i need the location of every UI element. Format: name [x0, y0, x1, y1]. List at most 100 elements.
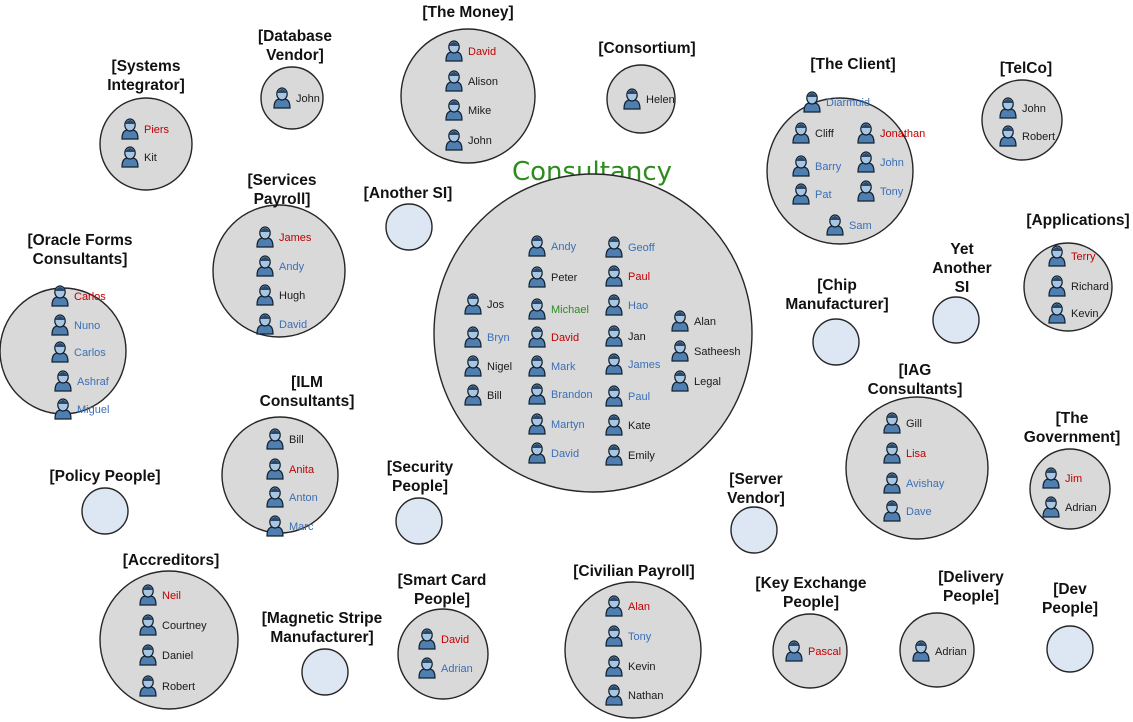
- person: Geoff: [605, 236, 656, 258]
- person-icon: [464, 355, 482, 377]
- person-name: Daniel: [162, 650, 193, 662]
- person-icon: [605, 265, 623, 287]
- group: [Magnetic Stripe Manufacturer]: [262, 610, 383, 696]
- group-label-line: Payroll]: [254, 191, 311, 208]
- person: Mike: [445, 99, 491, 121]
- person-icon: [51, 285, 69, 307]
- person: Peter: [528, 266, 578, 288]
- group-label-line: [Accreditors]: [123, 552, 219, 569]
- person-name: Marc: [289, 521, 314, 533]
- person-icon: [1048, 245, 1066, 267]
- person-name: Tony: [880, 186, 904, 198]
- person-name: Michael: [551, 304, 589, 316]
- group-circle: [99, 570, 239, 710]
- person-icon: [464, 293, 482, 315]
- group-label: [Another SI]: [364, 185, 453, 202]
- group-label: [TelCo]: [1000, 60, 1052, 77]
- group-label-line: [Delivery: [938, 569, 1004, 586]
- person: Pascal: [785, 640, 841, 662]
- group-circle: [260, 66, 324, 130]
- group-label: [Oracle Forms Consultants]: [27, 232, 132, 268]
- group-circle: [99, 97, 193, 191]
- person: Legal: [671, 370, 721, 392]
- person-icon: [623, 88, 641, 110]
- group-label-line: [Civilian Payroll]: [573, 563, 694, 580]
- person-icon: [256, 284, 274, 306]
- person-icon: [528, 413, 546, 435]
- person-name: Mark: [551, 361, 576, 373]
- person-name: Courtney: [162, 620, 207, 632]
- group-circle: [1029, 448, 1111, 530]
- person-name: Bill: [487, 390, 502, 402]
- person-name: Helen: [646, 94, 675, 106]
- person-name: Peter: [551, 272, 578, 284]
- person-icon: [883, 442, 901, 464]
- person: Anton: [266, 486, 318, 508]
- group-label-line: People]: [414, 591, 470, 608]
- person-name: Terry: [1071, 251, 1096, 263]
- person: Jim: [1042, 467, 1082, 489]
- person: Jan: [605, 325, 646, 347]
- person: Bill: [464, 384, 502, 406]
- person: Mark: [528, 355, 576, 377]
- group-label: [Applications]: [1026, 212, 1129, 229]
- group-label: [The Money]: [422, 4, 513, 21]
- empty-group-circle: [301, 648, 349, 696]
- empty-group-circle: [812, 318, 860, 366]
- person-name: Carlos: [74, 347, 106, 359]
- person-name: Paul: [628, 391, 650, 403]
- person-icon: [445, 99, 463, 121]
- person-icon: [139, 644, 157, 666]
- person-icon: [528, 355, 546, 377]
- group-label-line: [Applications]: [1026, 212, 1129, 229]
- person-icon: [464, 384, 482, 406]
- group-label-line: [The Client]: [810, 56, 895, 73]
- person-icon: [54, 398, 72, 420]
- group: Yet Another SI: [932, 241, 992, 344]
- group: [Dev People]: [1042, 581, 1098, 673]
- person-icon: [51, 314, 69, 336]
- group-label-line: [Key Exchange: [755, 575, 867, 592]
- group-label-line: [Policy People]: [49, 468, 160, 485]
- person-name: Satheesh: [694, 346, 740, 358]
- person-icon: [445, 40, 463, 62]
- person-icon: [266, 486, 284, 508]
- person: Lisa: [883, 442, 927, 464]
- group-label-line: Vendor]: [266, 47, 324, 64]
- person-name: Robert: [1022, 131, 1055, 143]
- person: Adrian: [1042, 496, 1097, 518]
- person: David: [528, 442, 579, 464]
- group-label-line: People]: [783, 594, 839, 611]
- person: Satheesh: [671, 340, 740, 362]
- person-icon: [999, 125, 1017, 147]
- group: Jos Bryn Nigel Bill Andy Peter Michael David Mar…: [433, 173, 753, 493]
- group-label: [Security People]: [387, 459, 454, 495]
- group-circle: [899, 612, 975, 688]
- person-name: Andy: [279, 261, 305, 273]
- person-name: Alan: [628, 601, 650, 613]
- empty-group-circle: [395, 497, 443, 545]
- person: Emily: [605, 444, 655, 466]
- person: Hugh: [256, 284, 305, 306]
- person-name: Dave: [906, 506, 932, 518]
- person: Kevin: [605, 655, 656, 677]
- person-icon: [999, 97, 1017, 119]
- person-icon: [528, 235, 546, 257]
- person-icon: [139, 614, 157, 636]
- person: Alison: [445, 70, 498, 92]
- person-name: Geoff: [628, 242, 656, 254]
- person: Pat: [792, 183, 832, 205]
- group-label-line: [Oracle Forms: [27, 232, 132, 249]
- group-label: [Magnetic Stripe Manufacturer]: [262, 610, 383, 646]
- group-label: [IAG Consultants]: [868, 362, 963, 398]
- person-icon: [605, 353, 623, 375]
- person-icon: [1042, 467, 1060, 489]
- person: Barry: [792, 155, 842, 177]
- person: Sam: [826, 214, 872, 236]
- person-name: Legal: [694, 376, 721, 388]
- person: John: [999, 97, 1046, 119]
- group-label-line: SI: [955, 279, 970, 296]
- group: [IAG Consultants] Gill Lisa Avishay Dave: [845, 362, 989, 540]
- group: [Civilian Payroll] Alan Tony Kevin Nathan: [564, 563, 702, 719]
- person: Diarmuid: [803, 91, 870, 113]
